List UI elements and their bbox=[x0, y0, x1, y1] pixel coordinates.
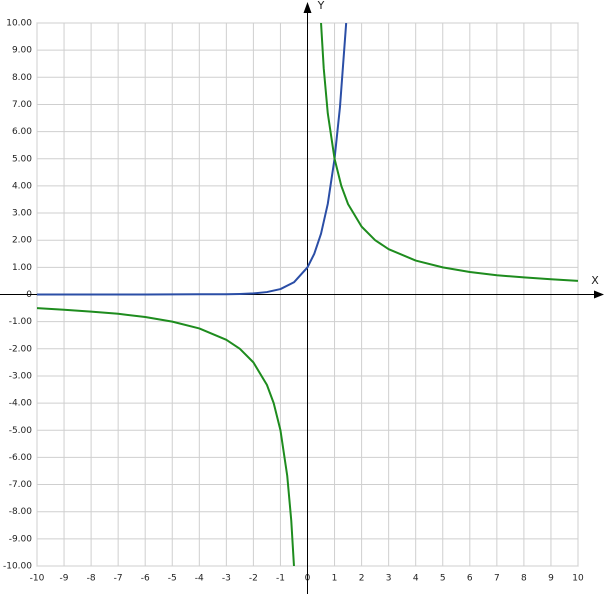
y-tick-label: 9.00 bbox=[12, 46, 32, 56]
y-axis-label: Y bbox=[317, 0, 325, 12]
function-curve bbox=[37, 23, 348, 296]
x-tick-label: -2 bbox=[249, 574, 258, 584]
y-tick-label: -1.00 bbox=[9, 317, 33, 327]
x-tick-label: 8 bbox=[521, 574, 527, 584]
y-tick-label: 2.00 bbox=[12, 236, 32, 246]
x-tick-label: 5 bbox=[440, 574, 446, 584]
y-tick-label: -9.00 bbox=[9, 534, 33, 544]
y-tick-label: -10.00 bbox=[3, 562, 32, 572]
x-tick-label: 10 bbox=[572, 574, 584, 584]
y-tick-label: 6.00 bbox=[12, 127, 32, 137]
x-tick-label: -9 bbox=[60, 574, 69, 584]
x-tick-label: 4 bbox=[413, 574, 419, 584]
y-tick-label: 4.00 bbox=[12, 181, 32, 191]
y-tick-label: -3.00 bbox=[9, 371, 33, 381]
x-tick-label: 1 bbox=[332, 574, 338, 584]
y-tick-label: -4.00 bbox=[9, 399, 33, 409]
y-tick-label: -7.00 bbox=[9, 480, 33, 490]
y-tick-label: 1.00 bbox=[12, 263, 32, 273]
function-curve bbox=[37, 23, 578, 566]
x-tick-label: -1 bbox=[276, 574, 285, 584]
y-tick-label: 3.00 bbox=[12, 209, 32, 219]
x-tick-label: 6 bbox=[467, 574, 473, 584]
x-tick-label: 3 bbox=[386, 574, 392, 584]
y-tick-label: 5.00 bbox=[12, 154, 32, 164]
x-tick-label: 2 bbox=[359, 574, 365, 584]
x-tick-label: -5 bbox=[168, 574, 177, 584]
y-tick-label: 8.00 bbox=[12, 73, 32, 83]
x-tick-label: 7 bbox=[494, 574, 500, 584]
y-tick-label: 7.00 bbox=[12, 100, 32, 110]
y-tick-label: -5.00 bbox=[9, 426, 33, 436]
y-tick-label: 10.00 bbox=[6, 19, 32, 29]
x-tick-label: -10 bbox=[30, 574, 45, 584]
x-tick-label: -4 bbox=[195, 574, 204, 584]
x-tick-label: -6 bbox=[141, 574, 150, 584]
x-tick-label: -7 bbox=[114, 574, 123, 584]
x-axis-label: X bbox=[591, 274, 599, 287]
y-tick-label: -2.00 bbox=[9, 344, 33, 354]
y-tick-label: -8.00 bbox=[9, 507, 33, 517]
x-axis-arrow bbox=[594, 290, 604, 299]
x-tick-label: -3 bbox=[222, 574, 231, 584]
x-tick-label: -8 bbox=[87, 574, 96, 584]
x-tick-label: 9 bbox=[548, 574, 554, 584]
y-axis-arrow bbox=[303, 2, 312, 13]
y-tick-label: -6.00 bbox=[9, 453, 33, 463]
